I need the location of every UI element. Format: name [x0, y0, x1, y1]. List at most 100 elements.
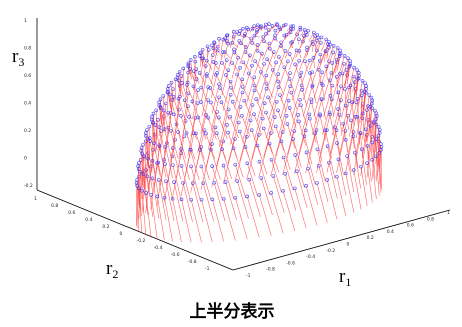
vector-line	[309, 72, 314, 87]
data-point	[240, 90, 245, 95]
data-point	[181, 66, 186, 71]
vector-line	[325, 130, 332, 159]
data-point	[205, 72, 209, 76]
data-point	[157, 125, 162, 129]
vector-line	[144, 156, 149, 194]
data-point	[170, 196, 175, 201]
vector-line	[361, 149, 367, 186]
vector-line	[300, 105, 307, 126]
vector-line	[288, 50, 297, 71]
data-point	[231, 146, 236, 151]
data-point	[157, 143, 161, 148]
vector-line	[294, 29, 301, 40]
data-point	[142, 154, 147, 159]
data-point	[343, 129, 348, 133]
vector-line	[224, 38, 229, 44]
data-point	[311, 42, 315, 46]
data-point	[217, 37, 221, 41]
data-point	[212, 180, 216, 185]
data-point	[336, 157, 341, 162]
vector-line	[269, 74, 279, 103]
data-point	[215, 48, 220, 53]
vector-line	[371, 159, 377, 200]
vector-line	[140, 150, 144, 189]
vector-line	[299, 34, 307, 48]
data-point	[163, 145, 168, 149]
vector-line	[274, 38, 278, 42]
vector-line	[367, 122, 374, 160]
vector-line	[370, 125, 373, 159]
vector-line	[244, 90, 255, 124]
data-point	[329, 71, 334, 75]
data-point	[221, 163, 226, 168]
vector-line	[239, 120, 251, 162]
data-point	[272, 115, 277, 119]
data-point	[240, 113, 244, 118]
data-point	[334, 75, 339, 79]
data-point	[262, 39, 266, 43]
data-point	[200, 48, 205, 52]
data-point	[252, 24, 256, 28]
data-point	[255, 48, 260, 53]
vector-line	[254, 103, 265, 141]
vector-line	[265, 52, 274, 73]
data-point	[312, 30, 316, 35]
vector-line	[250, 44, 258, 63]
vector-line	[200, 143, 213, 190]
data-point	[181, 181, 185, 185]
data-point	[267, 22, 271, 26]
vector-line	[311, 99, 323, 135]
vector-line	[201, 58, 208, 69]
vector-line	[216, 133, 226, 159]
data-point	[214, 73, 218, 77]
data-point	[291, 27, 295, 31]
vector-line	[197, 114, 207, 153]
vector-line	[216, 124, 228, 167]
vector-line	[257, 50, 263, 57]
vector-line	[178, 98, 185, 118]
data-point	[214, 131, 219, 135]
data-point	[325, 178, 329, 182]
data-point	[211, 60, 216, 64]
vector-line	[362, 113, 365, 142]
vector-line	[272, 24, 278, 29]
data-point	[188, 67, 192, 71]
vector-line	[309, 50, 318, 71]
vector-line	[326, 47, 329, 59]
data-point	[233, 162, 238, 167]
data-point	[239, 41, 243, 46]
vector-line	[326, 52, 334, 72]
vector-line	[141, 169, 147, 217]
vector-line	[227, 122, 239, 164]
vector-line	[346, 76, 354, 103]
y-tick-label: 0	[120, 231, 123, 237]
vector-line	[300, 29, 305, 37]
data-point	[302, 134, 307, 139]
vector-line	[262, 30, 270, 42]
data-point	[289, 90, 294, 95]
vector-line	[375, 156, 380, 196]
vector-line	[199, 149, 210, 181]
data-point	[248, 118, 253, 123]
vector-line	[150, 194, 158, 240]
vector-line	[147, 138, 152, 172]
vector-line	[201, 166, 212, 201]
data-point	[223, 180, 228, 184]
data-point	[250, 103, 255, 107]
vector-line	[244, 35, 250, 39]
vector-line	[318, 51, 326, 71]
data-point	[243, 45, 248, 49]
data-point	[223, 50, 227, 54]
vector-line	[336, 76, 339, 94]
data-point	[161, 94, 166, 98]
data-point	[267, 46, 272, 51]
data-point	[135, 183, 139, 188]
z-tick-label: -0.2	[24, 183, 33, 189]
data-point	[340, 71, 345, 76]
data-point	[230, 40, 235, 45]
data-point	[327, 110, 332, 115]
data-point	[152, 141, 156, 146]
data-point	[192, 69, 196, 73]
data-point	[145, 174, 150, 179]
vector-line	[341, 87, 350, 119]
